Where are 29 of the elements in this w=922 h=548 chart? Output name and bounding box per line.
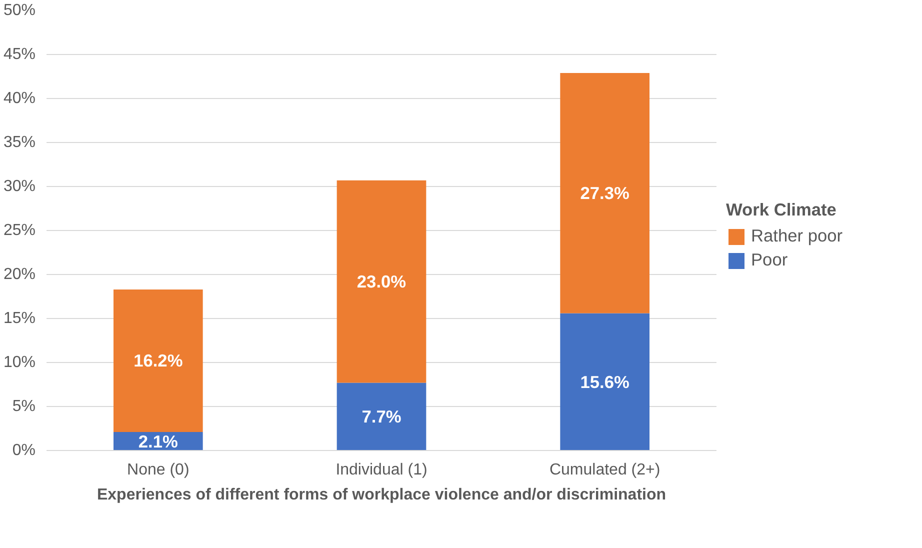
y-tick-label: 15%: [3, 310, 36, 327]
data-label: 15.6%: [580, 372, 630, 392]
y-tick-label: 10%: [3, 354, 36, 371]
bar: [560, 313, 650, 450]
y-tick-label: 5%: [12, 398, 36, 415]
y-tick-label: 30%: [3, 178, 36, 195]
data-label: 16.2%: [134, 350, 183, 371]
bar: [114, 289, 203, 432]
bar: [336, 180, 426, 383]
legend-title: Work Climate: [726, 200, 838, 220]
data-label: 23.0%: [356, 272, 406, 292]
y-tick-label: 45%: [3, 46, 36, 63]
data-label: 27.3%: [580, 183, 630, 204]
y-tick-label: 50%: [3, 2, 36, 19]
legend-label: Poor: [751, 250, 788, 270]
y-tick-label: 0%: [12, 442, 36, 459]
bar: [560, 72, 650, 314]
x-tick-label: Cumulated (2+): [549, 462, 660, 478]
y-tick-label: 25%: [3, 222, 36, 239]
data-label: 2.1%: [138, 431, 178, 452]
y-tick-label: 20%: [3, 266, 36, 283]
data-label: 7.7%: [362, 406, 402, 427]
x-axis-title: Experiences of different forms of workplace violence and/or discrimination: [96, 486, 666, 504]
y-tick-label: 40%: [3, 90, 36, 107]
x-tick-label: Individual (1): [336, 462, 428, 478]
x-tick-label: None (0): [127, 462, 190, 478]
y-tick-label: 35%: [3, 134, 36, 151]
bar: [336, 382, 426, 450]
legend-label: Rather poor: [751, 226, 843, 246]
